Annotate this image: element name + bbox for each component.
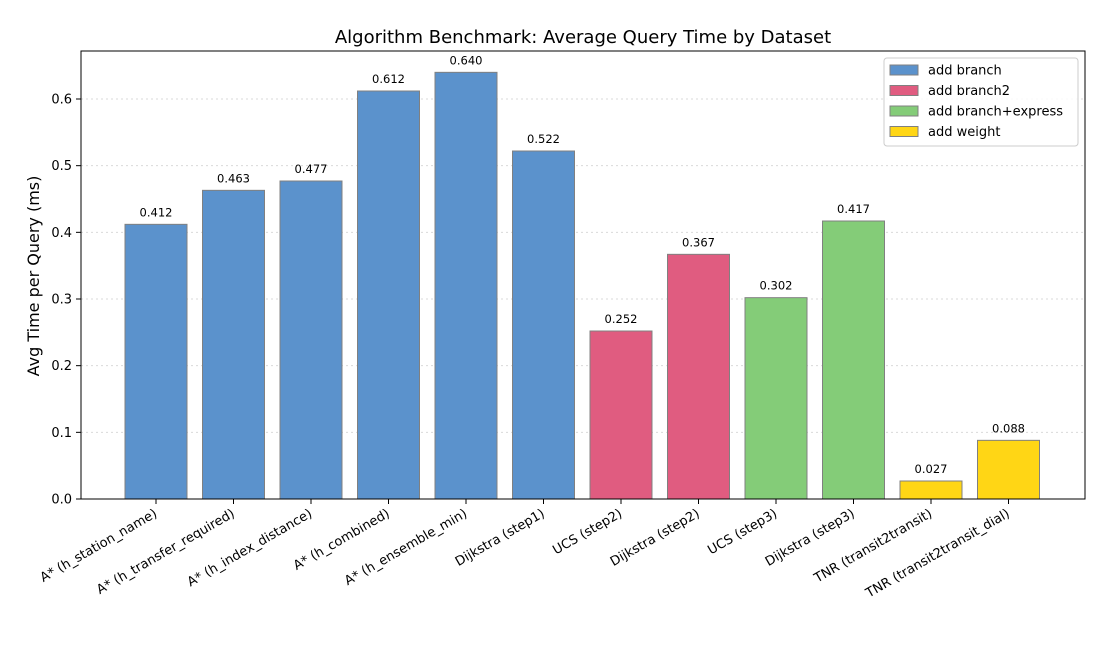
plot-frame bbox=[80, 50, 1086, 500]
bar-value-label: 0.463 bbox=[217, 171, 250, 185]
bar-value-label: 0.027 bbox=[915, 462, 948, 476]
legend-entry-label: add branch2 bbox=[928, 84, 1010, 99]
x-tick-label: UCS (step3) bbox=[705, 506, 780, 558]
legend-swatch bbox=[889, 126, 919, 137]
legend-entry-label: add branch bbox=[928, 64, 1002, 79]
bar bbox=[124, 223, 188, 500]
bar bbox=[822, 220, 885, 500]
y-axis-label: Avg Time per Query (ms) bbox=[24, 176, 43, 377]
bar bbox=[357, 90, 420, 500]
data-labels-group: 0.412 0.463 0.477 0.612 0.640 0.522 0.252 0.367… bbox=[140, 53, 1025, 476]
bar-value-label: 0.252 bbox=[605, 312, 638, 326]
bar-value-label: 0.417 bbox=[837, 202, 870, 216]
legend-swatch bbox=[889, 64, 919, 76]
bar bbox=[977, 439, 1040, 500]
y-tick-label: 0.4 bbox=[51, 226, 72, 241]
x-tick-label: A* (h_ensemble_min) bbox=[342, 506, 470, 588]
bar-value-label: 0.088 bbox=[992, 421, 1025, 435]
x-tick-label: UCS (step2) bbox=[550, 506, 625, 558]
legend-box bbox=[883, 57, 1079, 147]
bar bbox=[744, 297, 808, 500]
bar-value-label: 0.477 bbox=[295, 162, 328, 176]
bar-value-label: 0.612 bbox=[372, 72, 405, 86]
x-tick-label: A* (h_transfer_required) bbox=[94, 506, 237, 597]
legend-entry-label: add weight bbox=[928, 125, 1000, 140]
bar bbox=[899, 480, 963, 500]
bar-value-label: 0.640 bbox=[450, 53, 483, 67]
x-axis-ticks: A* (h_station_name)A* (h_transfer_requir… bbox=[38, 499, 1013, 602]
bar-value-label: 0.522 bbox=[527, 132, 560, 146]
y-tick-label: 0.2 bbox=[51, 359, 72, 374]
bar bbox=[202, 189, 265, 500]
bar bbox=[434, 71, 498, 500]
x-tick-label: A* (h_index_distance) bbox=[185, 506, 315, 590]
bar-value-label: 0.412 bbox=[140, 205, 173, 219]
legend-swatch bbox=[889, 85, 919, 96]
y-tick-label: 0.0 bbox=[51, 493, 72, 508]
y-tick-label: 0.1 bbox=[51, 426, 72, 441]
y-tick-label: 0.3 bbox=[51, 293, 72, 308]
y-tick-label: 0.6 bbox=[51, 93, 72, 108]
legend-entry-label: add branch+express bbox=[928, 105, 1063, 120]
bars-group bbox=[124, 71, 1040, 500]
bar bbox=[279, 180, 343, 500]
legend: add branch add branch2 add branch+express a… bbox=[883, 57, 1079, 147]
chart-title: Algorithm Benchmark: Average Query Time … bbox=[335, 27, 831, 48]
bar bbox=[512, 150, 575, 500]
bar bbox=[667, 253, 730, 500]
bar-value-label: 0.302 bbox=[760, 279, 793, 293]
y-tick-label: 0.5 bbox=[51, 159, 72, 174]
bar bbox=[589, 330, 653, 500]
legend-swatch bbox=[889, 105, 919, 117]
bar-value-label: 0.367 bbox=[682, 235, 715, 249]
y-axis-ticks: 0.0 0.1 0.2 0.3 0.4 0.5 0.6 bbox=[51, 93, 81, 508]
x-tick-label: TNR (transit2transit_dial) bbox=[863, 506, 1013, 601]
